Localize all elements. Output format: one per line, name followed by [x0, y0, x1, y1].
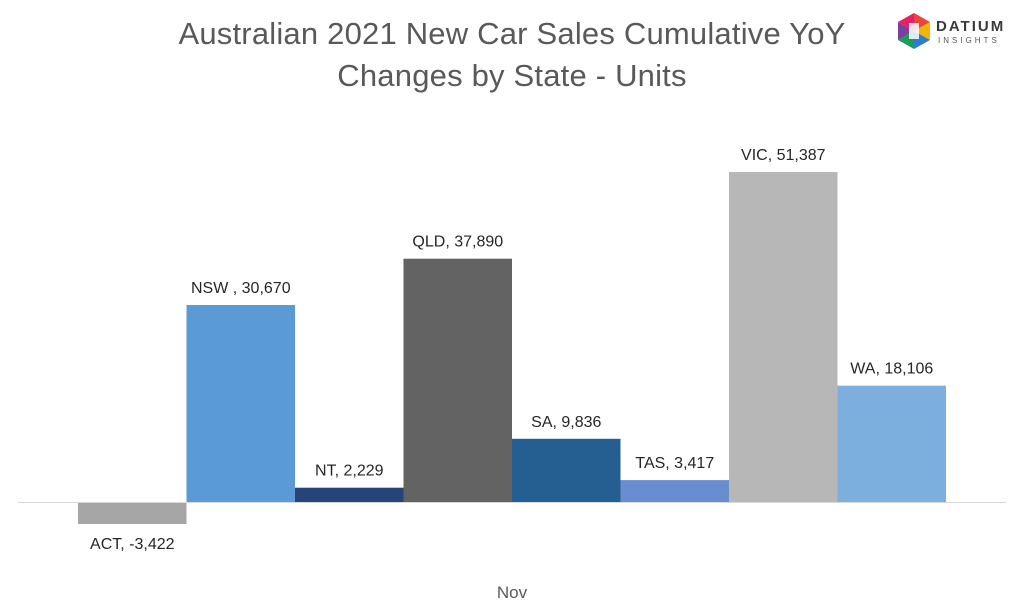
data-label-nt: NT, 2,229	[315, 463, 384, 480]
data-labels-layer: ACT, -3,422 NSW , 30,670 NT, 2,229 QLD, 37,…	[90, 147, 933, 553]
datium-logo-mark-icon	[898, 13, 930, 49]
bar-act	[78, 502, 187, 524]
datium-logo: DATIUM INSIGHTS	[896, 8, 1018, 54]
bar-wa	[837, 385, 946, 502]
data-label-nsw: NSW , 30,670	[191, 280, 291, 297]
data-label-vic: VIC, 51,387	[741, 147, 826, 164]
logo-wordmark: DATIUM	[936, 18, 1006, 35]
data-label-tas: TAS, 3,417	[635, 455, 714, 472]
bar-vic	[729, 172, 838, 502]
bar-qld	[403, 258, 512, 502]
data-label-qld: QLD, 37,890	[412, 234, 503, 251]
bars-layer	[78, 172, 946, 524]
data-label-act: ACT, -3,422	[90, 536, 175, 553]
data-label-sa: SA, 9,836	[531, 414, 601, 431]
bar-sa	[512, 438, 621, 502]
bar-tas	[620, 480, 729, 502]
bar-nsw	[186, 305, 295, 502]
logo-tagline: INSIGHTS	[938, 36, 1000, 45]
chart-title-line-2: Changes by State - Units	[337, 58, 687, 93]
chart-title-line-1: Australian 2021 New Car Sales Cumulative…	[178, 16, 846, 51]
x-axis-label: Nov	[497, 583, 528, 602]
data-label-wa: WA, 18,106	[850, 361, 933, 378]
bar-nt	[295, 487, 404, 502]
